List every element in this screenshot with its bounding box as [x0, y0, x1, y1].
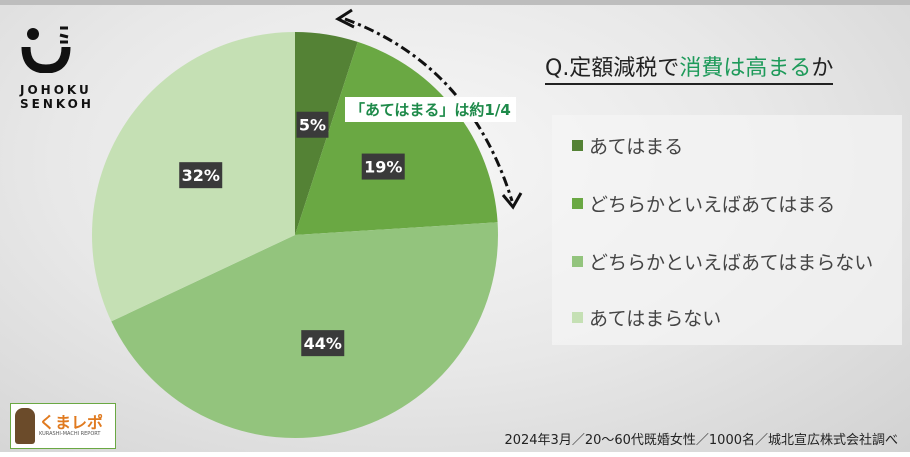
badge-title: くまレポ	[39, 413, 104, 432]
kuma-repo-badge: くまレポ KURASHI-MACHI REPORT	[10, 403, 116, 449]
data-label-box	[301, 330, 345, 357]
data-label-box	[179, 162, 223, 189]
data-label: 32%	[182, 166, 220, 185]
source-note: 2024年3月／20～60代既婚女性／1000名／城北宣広株式会社調べ	[504, 433, 898, 448]
logo-line2: SENKOH	[20, 97, 94, 111]
data-label: 44%	[304, 334, 342, 353]
legend-swatch	[572, 140, 583, 151]
legend-swatch	[572, 198, 583, 209]
legend: あてはまる どちらかといえばあてはまる どちらかといえばあてはまらない あてはま…	[552, 115, 902, 345]
legend-swatch	[572, 312, 583, 323]
logo-smile-icon	[21, 26, 71, 74]
data-label: 19%	[364, 158, 402, 177]
badge-subtitle: KURASHI-MACHI REPORT	[39, 431, 101, 437]
legend-item: どちらかといえばあてはまらない	[572, 248, 873, 275]
pie-chart: 5% 19% 44% 32%	[91, 8, 523, 438]
data-label-box	[361, 153, 405, 180]
johoku-senkoh-logo: JOHOKU SENKOH	[20, 25, 100, 111]
pie-slice	[295, 41, 498, 235]
legend-item: どちらかといえばあてはまる	[572, 190, 835, 217]
legend-item: あてはまらない	[572, 304, 721, 331]
annotation-label: 「あてはまる」は約1/4	[345, 97, 516, 122]
legend-item: あてはまる	[572, 132, 683, 159]
chart-title: Q.定額減税で消費は高まるか	[545, 50, 834, 85]
data-label-box	[296, 111, 329, 138]
arrowhead-bottom	[501, 192, 523, 210]
arrowhead-top	[334, 8, 355, 29]
pie-slice	[111, 222, 499, 438]
logo-line1: JOHOKU	[20, 83, 92, 97]
legend-swatch	[572, 256, 583, 267]
data-label: 5%	[299, 116, 326, 135]
bear-icon	[15, 408, 35, 444]
